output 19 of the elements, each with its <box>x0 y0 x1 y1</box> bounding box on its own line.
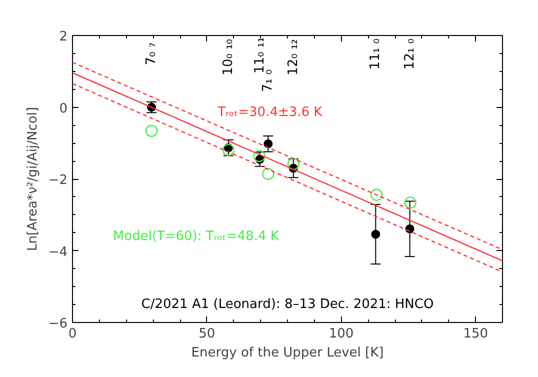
y-tick-label: −2 <box>48 173 68 188</box>
annotation: C/2021 A1 (Leonard): 8–13 Dec. 2021: HNCO <box>141 297 434 312</box>
annotation: Tᵣₒₜ=30.4±3.6 K <box>216 105 323 120</box>
y-tick-label: 2 <box>59 30 68 44</box>
x-tick-label: 100 <box>328 326 354 342</box>
annotation: 10₀ ₁₀ <box>220 39 236 76</box>
annotation: 11₁ ₀ <box>368 38 384 70</box>
annotation: 12₁ ₀ <box>402 38 418 70</box>
y-axis-title: Ln[Area*ν²/gi/Aij/Ncol] <box>25 106 40 252</box>
y-tick-label: −4 <box>48 244 68 260</box>
annotation: 12₀ ₁₂ <box>286 39 301 76</box>
annotation: Model(T=60): Tᵣₒₜ=48.4 K <box>112 228 280 244</box>
y-tick-label: 0 <box>59 101 68 116</box>
y-tick-label: −6 <box>48 316 68 332</box>
x-tick-label: 50 <box>198 326 216 342</box>
x-axis-title: Energy of the Upper Level [K] <box>191 346 384 360</box>
annotation: 11₀ ₁₁ <box>252 37 268 74</box>
annotation: 7₀ ₇ <box>144 42 160 66</box>
x-tick-label: 150 <box>463 326 488 342</box>
